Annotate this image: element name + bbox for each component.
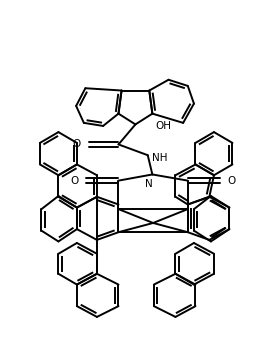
Text: O: O — [73, 139, 81, 150]
Text: OH: OH — [155, 121, 171, 131]
Text: N: N — [145, 179, 153, 189]
Text: O: O — [70, 176, 79, 185]
Text: O: O — [228, 176, 236, 185]
Text: NH: NH — [152, 152, 168, 163]
